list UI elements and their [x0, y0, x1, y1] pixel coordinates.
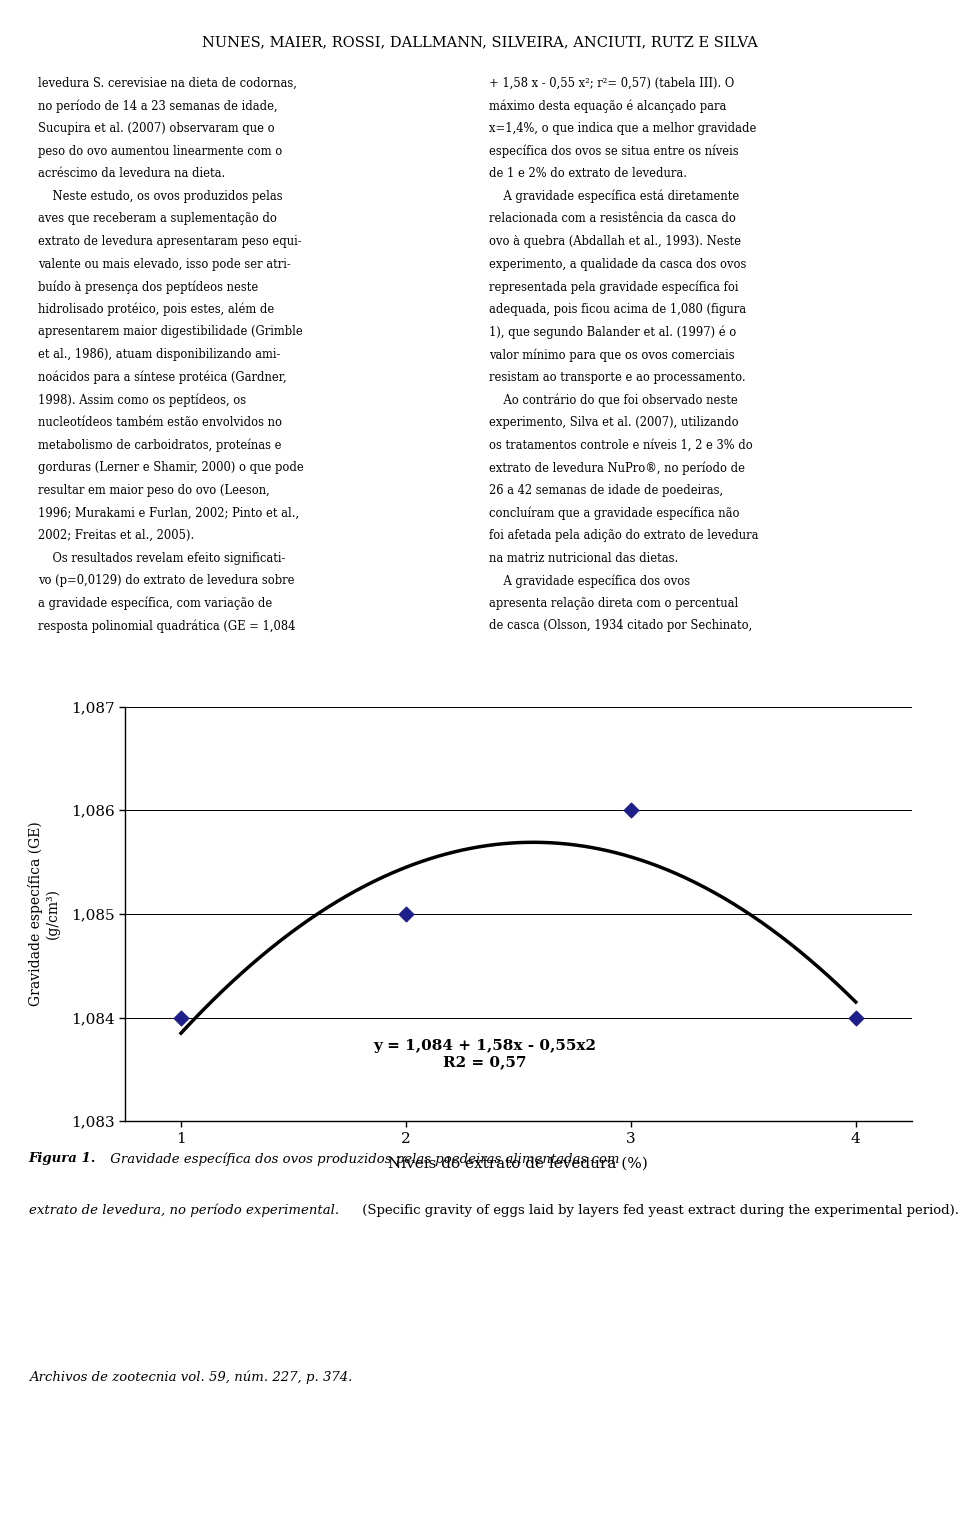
- Text: metabolismo de carboidratos, proteínas e: metabolismo de carboidratos, proteínas e: [37, 438, 281, 452]
- Text: Ao contrário do que foi observado neste: Ao contrário do que foi observado neste: [489, 393, 738, 407]
- Text: resistam ao transporte e ao processamento.: resistam ao transporte e ao processament…: [489, 370, 746, 384]
- Text: resposta polinomial quadrática (GE = 1,084: resposta polinomial quadrática (GE = 1,0…: [37, 619, 295, 633]
- Text: Figura 1.: Figura 1.: [29, 1152, 96, 1164]
- Text: buído à presença dos peptídeos neste: buído à presença dos peptídeos neste: [37, 280, 258, 293]
- Point: [398, 902, 414, 926]
- Text: Sucupira et al. (2007) observaram que o: Sucupira et al. (2007) observaram que o: [37, 121, 275, 135]
- Text: levedura S. cerevisiae na dieta de codornas,: levedura S. cerevisiae na dieta de codor…: [37, 77, 297, 89]
- Text: 2002; Freitas et al., 2005).: 2002; Freitas et al., 2005).: [37, 528, 194, 542]
- Point: [174, 1006, 189, 1031]
- Text: extrato de levedura, no período experimental.: extrato de levedura, no período experime…: [29, 1204, 339, 1217]
- Text: Neste estudo, os ovos produzidos pelas: Neste estudo, os ovos produzidos pelas: [37, 190, 282, 203]
- X-axis label: Níveis do extrato de levedura (%): Níveis do extrato de levedura (%): [389, 1157, 648, 1170]
- Text: extrato de levedura NuPro®, no período de: extrato de levedura NuPro®, no período d…: [489, 461, 745, 475]
- Text: valor mínimo para que os ovos comerciais: valor mínimo para que os ovos comerciais: [489, 349, 734, 361]
- Text: específica dos ovos se situa entre os níveis: específica dos ovos se situa entre os ní…: [489, 144, 738, 158]
- Text: acréscimo da levedura na dieta.: acréscimo da levedura na dieta.: [37, 167, 225, 180]
- Text: hidrolisado protéico, pois estes, além de: hidrolisado protéico, pois estes, além d…: [37, 303, 274, 316]
- Text: a gravidade específica, com variação de: a gravidade específica, com variação de: [37, 596, 272, 610]
- Text: resultar em maior peso do ovo (Leeson,: resultar em maior peso do ovo (Leeson,: [37, 484, 270, 496]
- Text: + 1,58 x - 0,55 x²; r²= 0,57) (tabela III). O: + 1,58 x - 0,55 x²; r²= 0,57) (tabela II…: [489, 77, 734, 89]
- Y-axis label: Gravidade específica (GE)
(g/cm³): Gravidade específica (GE) (g/cm³): [28, 822, 60, 1006]
- Text: máximo desta equação é alcançado para: máximo desta equação é alcançado para: [489, 100, 727, 114]
- Text: A gravidade específica está diretamente: A gravidade específica está diretamente: [489, 190, 739, 203]
- Text: Os resultados revelam efeito significati-: Os resultados revelam efeito significati…: [37, 551, 285, 565]
- Point: [623, 799, 638, 823]
- Text: na matriz nutricional das dietas.: na matriz nutricional das dietas.: [489, 551, 679, 565]
- Text: no período de 14 a 23 semanas de idade,: no período de 14 a 23 semanas de idade,: [37, 100, 277, 114]
- Text: 1998). Assim como os peptídeos, os: 1998). Assim como os peptídeos, os: [37, 393, 246, 407]
- Text: relacionada com a resistência da casca do: relacionada com a resistência da casca d…: [489, 212, 736, 226]
- Text: concluíram que a gravidade específica não: concluíram que a gravidade específica nã…: [489, 507, 739, 519]
- Text: 1), que segundo Balander et al. (1997) é o: 1), que segundo Balander et al. (1997) é…: [489, 326, 736, 339]
- Text: peso do ovo aumentou linearmente com o: peso do ovo aumentou linearmente com o: [37, 144, 282, 158]
- Text: vo (p=0,0129) do extrato de levedura sobre: vo (p=0,0129) do extrato de levedura sob…: [37, 574, 295, 587]
- Text: A gravidade específica dos ovos: A gravidade específica dos ovos: [489, 574, 690, 588]
- Text: Archivos de zootecnia vol. 59, núm. 227, p. 374.: Archivos de zootecnia vol. 59, núm. 227,…: [29, 1370, 352, 1384]
- Text: noácidos para a síntese protéica (Gardner,: noácidos para a síntese protéica (Gardne…: [37, 370, 286, 384]
- Text: gorduras (Lerner e Shamir, 2000) o que pode: gorduras (Lerner e Shamir, 2000) o que p…: [37, 461, 303, 475]
- Text: apresentarem maior digestibilidade (Grimble: apresentarem maior digestibilidade (Grim…: [37, 326, 302, 338]
- Text: experimento, a qualidade da casca dos ovos: experimento, a qualidade da casca dos ov…: [489, 258, 746, 270]
- Text: de casca (Olsson, 1934 citado por Sechinato,: de casca (Olsson, 1934 citado por Sechin…: [489, 619, 753, 633]
- Text: Gravidade específica dos ovos produzidos pelas poedeiras alimentadas com: Gravidade específica dos ovos produzidos…: [106, 1152, 619, 1166]
- Text: et al., 1986), atuam disponibilizando ami-: et al., 1986), atuam disponibilizando am…: [37, 349, 280, 361]
- Text: foi afetada pela adição do extrato de levedura: foi afetada pela adição do extrato de le…: [489, 528, 758, 542]
- Text: os tratamentos controle e níveis 1, 2 e 3% do: os tratamentos controle e níveis 1, 2 e …: [489, 438, 753, 452]
- Text: aves que receberam a suplementação do: aves que receberam a suplementação do: [37, 212, 276, 226]
- Text: (Specific gravity of eggs laid by layers fed yeast extract during the experiment: (Specific gravity of eggs laid by layers…: [358, 1204, 959, 1217]
- Text: nucleotídeos também estão envolvidos no: nucleotídeos também estão envolvidos no: [37, 416, 282, 429]
- Text: y = 1,084 + 1,58x - 0,55x2
R2 = 0,57: y = 1,084 + 1,58x - 0,55x2 R2 = 0,57: [373, 1038, 596, 1069]
- Text: experimento, Silva et al. (2007), utilizando: experimento, Silva et al. (2007), utiliz…: [489, 416, 738, 429]
- Text: de 1 e 2% do extrato de levedura.: de 1 e 2% do extrato de levedura.: [489, 167, 687, 180]
- Point: [848, 1006, 863, 1031]
- Text: apresenta relação direta com o percentual: apresenta relação direta com o percentua…: [489, 596, 738, 610]
- Text: adequada, pois ficou acima de 1,080 (figura: adequada, pois ficou acima de 1,080 (fig…: [489, 303, 746, 316]
- Text: x=1,4%, o que indica que a melhor gravidade: x=1,4%, o que indica que a melhor gravid…: [489, 121, 756, 135]
- Text: 1996; Murakami e Furlan, 2002; Pinto et al.,: 1996; Murakami e Furlan, 2002; Pinto et …: [37, 507, 299, 519]
- Text: 26 a 42 semanas de idade de poedeiras,: 26 a 42 semanas de idade de poedeiras,: [489, 484, 723, 496]
- Text: ovo à quebra (Abdallah et al., 1993). Neste: ovo à quebra (Abdallah et al., 1993). Ne…: [489, 235, 741, 247]
- Text: extrato de levedura apresentaram peso equi-: extrato de levedura apresentaram peso eq…: [37, 235, 301, 247]
- Text: valente ou mais elevado, isso pode ser atri-: valente ou mais elevado, isso pode ser a…: [37, 258, 291, 270]
- Text: representada pela gravidade específica foi: representada pela gravidade específica f…: [489, 280, 738, 293]
- Text: NUNES, MAIER, ROSSI, DALLMANN, SILVEIRA, ANCIUTI, RUTZ E SILVA: NUNES, MAIER, ROSSI, DALLMANN, SILVEIRA,…: [202, 35, 758, 49]
